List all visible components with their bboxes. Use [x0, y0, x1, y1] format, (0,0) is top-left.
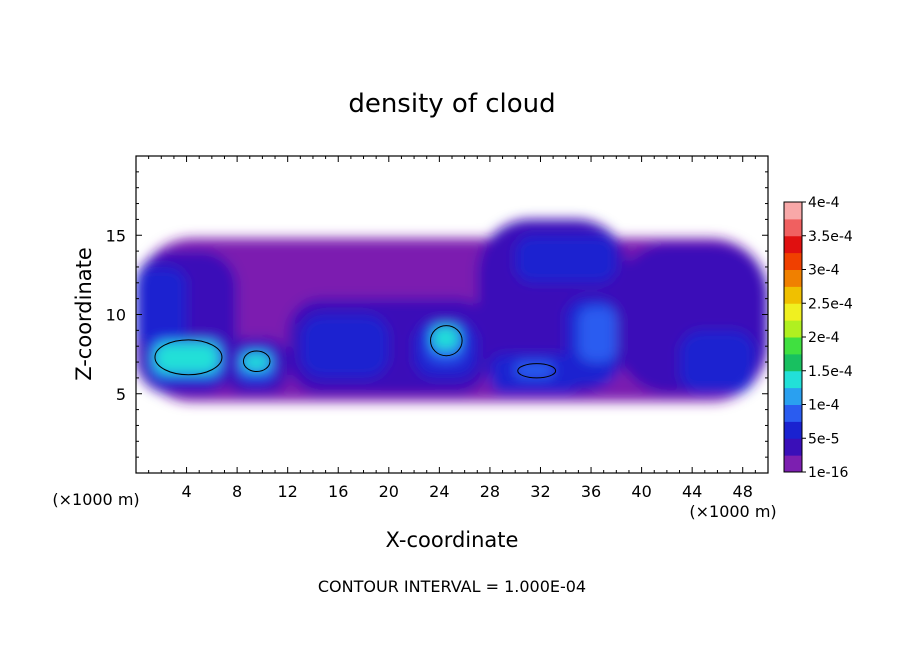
x-tick-label: 16	[328, 482, 348, 501]
x-unit-label-right: (×1000 m)	[689, 502, 776, 521]
cloud-region-2-3	[300, 314, 389, 378]
contour-interval-footer: CONTOUR INTERVAL = 1.000E-04	[318, 577, 586, 596]
x-tick-label: 12	[278, 482, 298, 501]
cloud-region-4-1	[243, 354, 269, 370]
colorbar-swatch-13	[784, 235, 802, 254]
cloud-region-4-0	[154, 343, 219, 374]
colorbar-swatch-4	[784, 387, 802, 405]
colorbar-swatch-3	[784, 404, 802, 422]
x-tick-label: 4	[181, 482, 191, 501]
colorbar-label: 5e-5	[808, 431, 839, 447]
colorbar-swatch-6	[784, 353, 802, 372]
y-axis-ticks: 5 10 15	[106, 171, 768, 458]
x-tick-label: 24	[429, 482, 449, 501]
cloud-region-3-4	[578, 306, 617, 363]
colorbar-swatch-2	[784, 421, 802, 439]
x-tick-label: 44	[682, 482, 702, 501]
colorbar-swatch-5	[784, 370, 802, 389]
contour-line-2	[430, 325, 463, 357]
cloud-region-2-8	[679, 330, 756, 394]
colorbar-swatch-9	[784, 303, 802, 321]
colorbar-labels: 1e-16 5e-5 1e-4 1.5e-4 2e-4 2.5e-4 3e-4 3.5e-4 4…	[802, 195, 853, 481]
x-axis-label: X-coordinate	[386, 528, 519, 552]
cloud-region-4-2	[433, 327, 459, 350]
colorbar-swatch-7	[784, 337, 802, 355]
colorbar-label: 3e-4	[808, 263, 840, 279]
colorbar-swatch-11	[784, 269, 802, 287]
x-tick-label: 20	[379, 482, 399, 501]
chart-title: density of cloud	[348, 89, 555, 119]
colorbar-label: 2.5e-4	[808, 296, 853, 312]
colorbar-label: 4e-4	[808, 195, 840, 211]
colorbar-label: 2e-4	[808, 330, 840, 346]
x-tick-label: 36	[581, 482, 601, 501]
contour-line-0	[154, 339, 223, 376]
contour-line-1	[242, 350, 271, 373]
contour-line-3	[517, 363, 557, 379]
cloud-region-2-0	[136, 266, 187, 347]
colorbar-swatch-12	[784, 252, 802, 270]
colorbar-label: 1.5e-4	[808, 364, 853, 380]
colorbar-swatch-0	[784, 455, 802, 473]
x-axis-ticks: 4 8 12 16 20 24 28 32 36 40 44 48	[148, 156, 756, 501]
x-tick-label: 8	[232, 482, 242, 501]
colorbar-label: 1e-4	[808, 398, 840, 414]
colorbar-label: 3.5e-4	[808, 229, 853, 245]
cloud-field	[136, 219, 768, 402]
plot-area	[136, 219, 768, 402]
cloud-region-3-3	[515, 362, 554, 378]
y-tick-label: 10	[106, 306, 126, 325]
x-unit-label-left: (×1000 m)	[52, 490, 139, 509]
x-tick-label: 32	[530, 482, 550, 501]
colorbar-swatch-14	[784, 218, 802, 237]
colorbar-swatch-15	[784, 202, 802, 220]
colorbar-label: 1e-16	[808, 465, 848, 481]
colorbar-swatch-1	[784, 438, 802, 456]
x-tick-label: 48	[733, 482, 753, 501]
colorbar-swatch-10	[784, 286, 802, 304]
colorbar-swatch-8	[784, 320, 802, 338]
y-tick-label: 15	[106, 226, 126, 245]
colorbar	[783, 201, 803, 473]
y-axis-label: Z-coordinate	[72, 247, 96, 381]
x-tick-label: 40	[631, 482, 651, 501]
contour-lines	[154, 325, 557, 379]
cloud-region-2-7	[515, 235, 617, 283]
y-tick-label: 5	[116, 385, 126, 404]
x-tick-label: 28	[480, 482, 500, 501]
